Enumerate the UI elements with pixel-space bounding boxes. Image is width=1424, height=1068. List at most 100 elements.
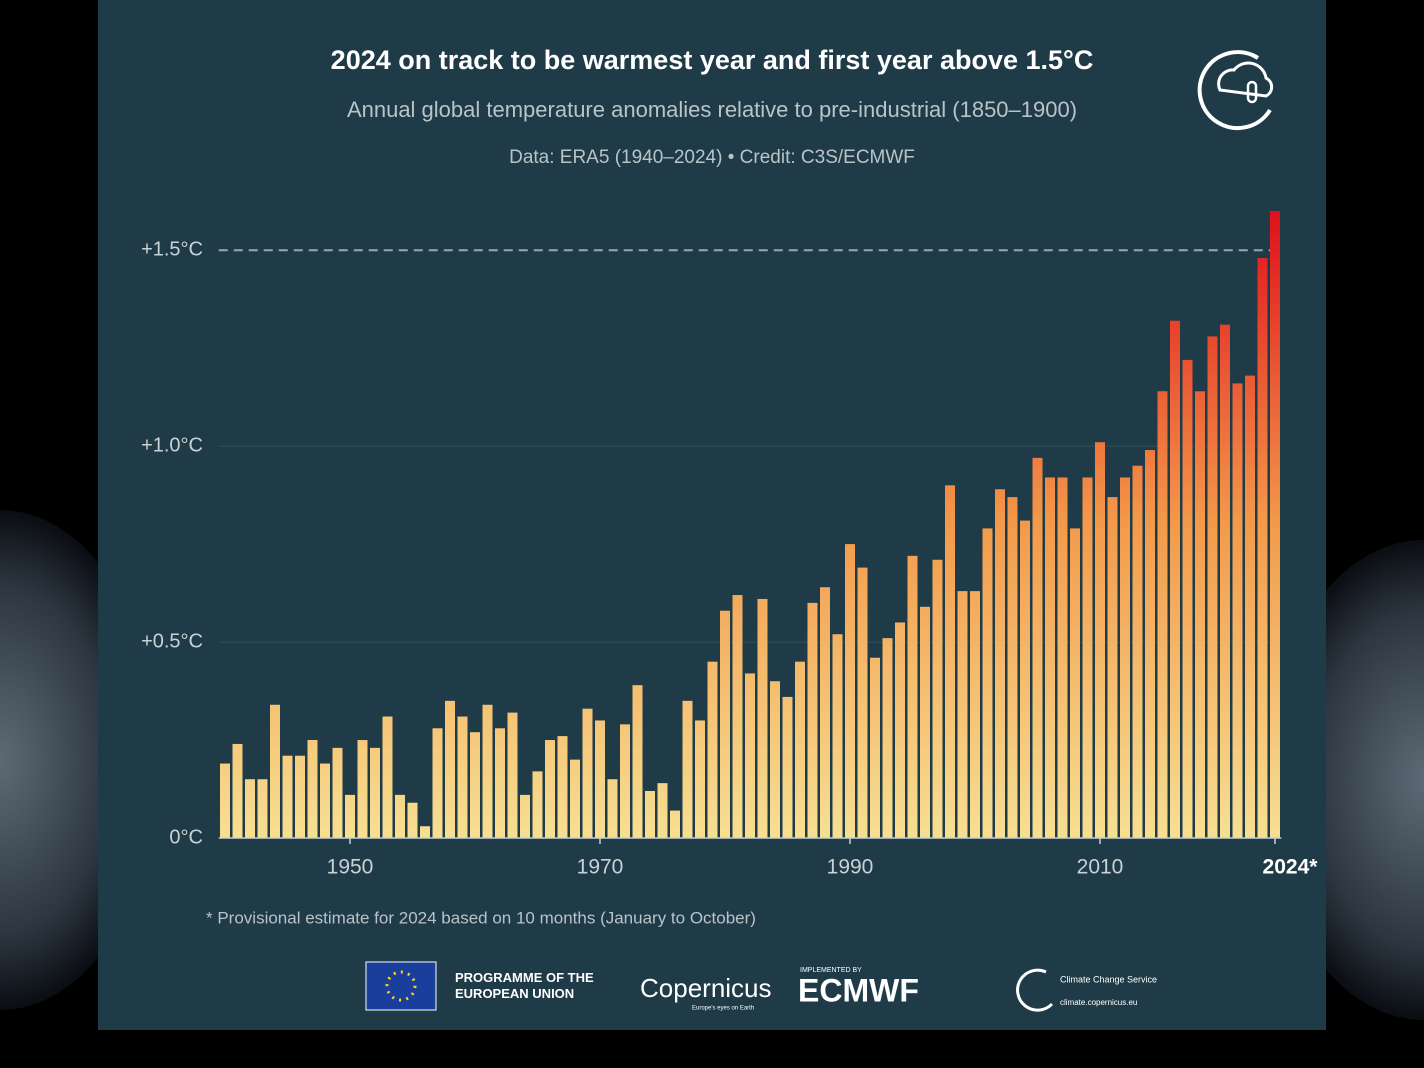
bar <box>620 724 630 838</box>
bar <box>395 794 405 838</box>
bar <box>757 598 768 838</box>
bars <box>220 211 1280 839</box>
x-tick-label: 1950 <box>327 856 374 879</box>
bar <box>482 704 493 838</box>
bar <box>1257 258 1268 838</box>
bar <box>557 736 568 838</box>
chart-title: 2024 on track to be warmest year and fir… <box>331 45 1094 75</box>
bar <box>282 755 293 838</box>
bar <box>382 716 393 838</box>
x-tick-label: 1990 <box>827 856 874 879</box>
bar <box>995 489 1005 838</box>
bar <box>1082 477 1093 838</box>
ecmwf-logo: ECMWF <box>798 972 919 1008</box>
eu-stars <box>385 970 417 1002</box>
bar <box>1157 391 1168 838</box>
bar <box>645 790 655 838</box>
bar <box>295 755 305 838</box>
bar <box>1045 477 1055 838</box>
bar <box>745 673 755 838</box>
bar <box>345 794 355 838</box>
bar <box>857 567 868 838</box>
implemented-by: IMPLEMENTED BY <box>800 967 862 974</box>
bar <box>982 528 993 838</box>
bar <box>882 638 893 838</box>
bar <box>470 732 480 838</box>
bar <box>1245 375 1255 838</box>
y-tick-label: 0°C <box>169 826 203 848</box>
bar <box>695 720 705 838</box>
bar <box>732 595 743 838</box>
c3s-url: climate.copernicus.eu <box>1060 998 1137 1007</box>
bar <box>770 681 780 838</box>
bar <box>420 826 430 838</box>
bar <box>370 747 380 838</box>
source: Data: ERA5 (1940–2024) • Credit: C3S/ECM… <box>509 147 915 168</box>
bar <box>870 657 880 838</box>
bar <box>632 685 643 838</box>
bar <box>932 559 943 838</box>
bar <box>1007 497 1018 838</box>
bar <box>1220 324 1230 838</box>
bar <box>432 728 443 838</box>
bar <box>1032 457 1043 838</box>
bar <box>232 743 243 838</box>
bar <box>545 740 555 838</box>
eu-flag <box>365 961 437 1011</box>
bar <box>682 700 693 838</box>
bar <box>957 591 968 838</box>
bar <box>920 606 930 838</box>
bar <box>532 771 543 838</box>
x-tick-label: 2010 <box>1077 856 1124 879</box>
bar <box>570 759 580 838</box>
bar <box>607 779 618 838</box>
bar <box>357 740 368 838</box>
bar <box>445 700 455 838</box>
bar <box>807 602 818 838</box>
bar <box>1020 520 1030 838</box>
copernicus-tagline: Europe's eyes on Earth <box>692 1006 754 1012</box>
bar <box>507 712 518 838</box>
bar <box>1070 528 1080 838</box>
bar <box>970 591 980 838</box>
c3s-mark <box>1016 968 1054 1012</box>
logos: PROGRAMME OF THE EUROPEAN UNION Copernic… <box>365 961 1157 1012</box>
y-tick-label: +1.5°C <box>141 238 203 260</box>
bar <box>670 810 680 838</box>
c3s-text: Climate Change Service <box>1060 974 1157 984</box>
bar <box>1207 336 1218 838</box>
bar <box>1170 320 1180 839</box>
chart-subtitle: Annual global temperature anomalies rela… <box>347 97 1077 122</box>
bar <box>332 747 343 838</box>
bar <box>495 728 505 838</box>
bar <box>320 763 330 838</box>
bar <box>220 763 230 838</box>
bar <box>1120 477 1130 838</box>
bar <box>795 661 805 838</box>
bar <box>307 740 318 838</box>
x-tick-label: 2024* <box>1263 856 1319 879</box>
bar <box>907 555 918 838</box>
x-tick-label: 1970 <box>577 856 624 879</box>
bar <box>1132 465 1143 838</box>
bar <box>1107 497 1118 838</box>
footnote: * Provisional estimate for 2024 based on… <box>206 908 756 927</box>
bar <box>1195 391 1205 838</box>
bar <box>257 779 268 838</box>
bar <box>595 720 605 838</box>
y-tick-label: +0.5°C <box>141 630 203 652</box>
bar <box>407 802 418 838</box>
bar <box>1270 211 1280 838</box>
c3s-icon <box>1197 50 1274 131</box>
bar <box>820 587 830 838</box>
eu-text: EUROPEAN UNION <box>455 986 574 1001</box>
bar <box>1095 442 1105 838</box>
eu-text: PROGRAMME OF THE <box>455 970 594 985</box>
bar <box>270 704 280 838</box>
bar <box>657 783 668 838</box>
bar <box>832 634 843 838</box>
bar <box>1145 450 1155 838</box>
bar <box>457 716 468 838</box>
